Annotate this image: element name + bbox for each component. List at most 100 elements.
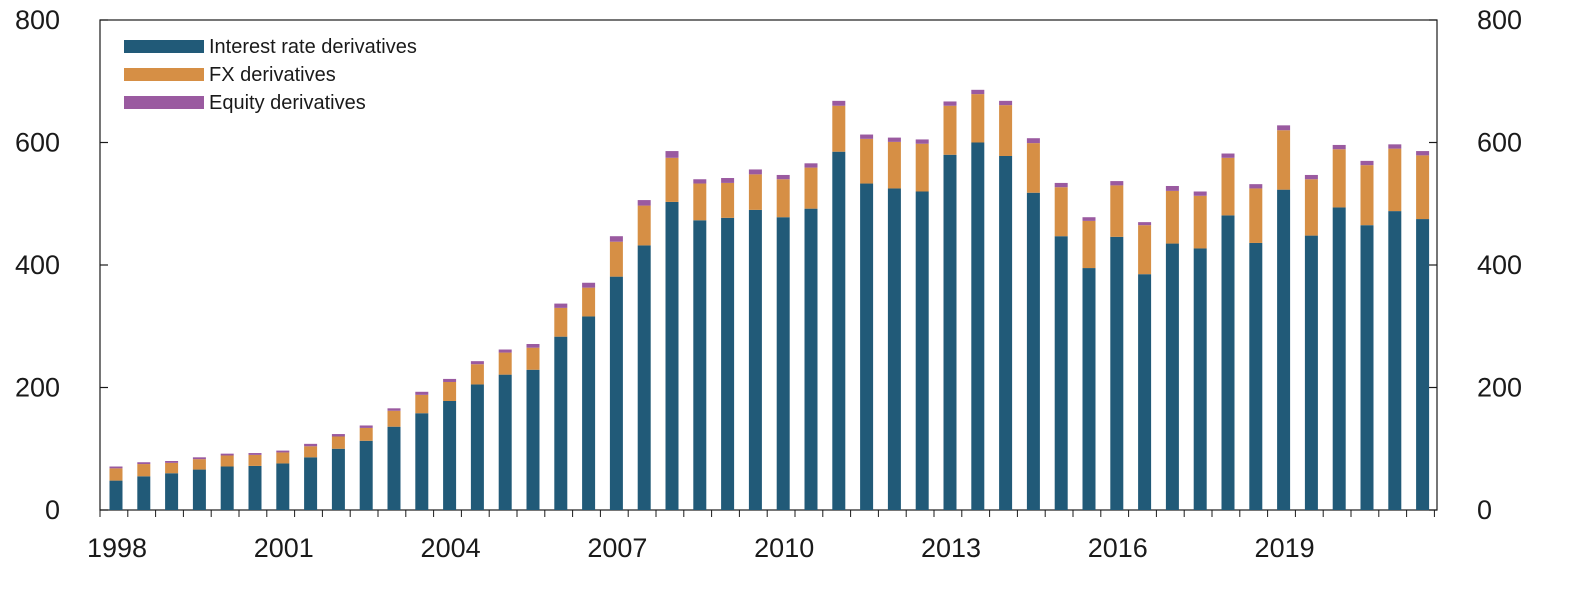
bar-fx-2011-H1 — [832, 105, 846, 152]
bar-fx-2002-H1 — [331, 436, 345, 449]
bar-equity-2021-H2 — [1416, 151, 1430, 156]
bar-fx-2000-H1 — [220, 455, 234, 467]
left-tick-label: 600 — [15, 128, 60, 158]
bar-interest-2012-H1 — [887, 188, 901, 510]
bar-equity-1998-H1 — [109, 466, 123, 469]
bar-fx-2013-H1 — [943, 105, 957, 155]
bar-interest-2020-H2 — [1360, 225, 1374, 510]
bar-interest-2017-H1 — [1165, 243, 1179, 510]
bar-fx-2010-H1 — [776, 179, 790, 218]
bar-fx-2021-H1 — [1388, 148, 1402, 212]
bar-fx-2007-H2 — [637, 205, 651, 246]
right-tick-label: 800 — [1477, 5, 1522, 35]
bar-equity-2021-H1 — [1388, 144, 1402, 149]
bar-equity-2014-H1 — [999, 100, 1013, 106]
bar-fx-2000-H2 — [248, 454, 262, 466]
bar-equity-2020-H1 — [1332, 144, 1346, 150]
bar-equity-2003-H2 — [415, 391, 429, 395]
bar-fx-2018-H1 — [1221, 157, 1235, 216]
legend-label-fx: FX derivatives — [209, 64, 336, 86]
bar-interest-2013-H2 — [971, 142, 985, 510]
bar-equity-2006-H2 — [582, 282, 596, 288]
bar-equity-2015-H2 — [1082, 217, 1096, 221]
bar-interest-2014-H1 — [999, 155, 1013, 510]
bar-equity-2002-H1 — [331, 434, 345, 437]
bar-fx-2017-H1 — [1165, 190, 1179, 244]
bar-interest-2008-H1 — [665, 201, 679, 510]
bar-interest-2004-H2 — [470, 384, 484, 510]
bar-interest-2003-H1 — [387, 426, 401, 510]
left-tick-label: 400 — [15, 250, 60, 280]
left-tick-label: 0 — [45, 495, 60, 525]
bar-fx-2003-H2 — [415, 394, 429, 414]
bar-equity-2005-H1 — [498, 349, 512, 353]
bar-fx-2003-H1 — [387, 410, 401, 427]
bar-interest-2015-H1 — [1054, 236, 1068, 510]
legend-swatch-interest — [124, 40, 204, 53]
left-tick-label: 800 — [15, 5, 60, 35]
bar-fx-2002-H2 — [359, 427, 373, 441]
bar-interest-2002-H2 — [359, 440, 373, 510]
bar-equity-2017-H1 — [1165, 185, 1179, 191]
legend-label-interest: Interest rate derivatives — [209, 36, 417, 58]
bar-fx-1999-H1 — [165, 462, 179, 474]
bar-interest-2009-H1 — [721, 217, 735, 510]
bar-equity-2002-H2 — [359, 425, 373, 428]
x-axis: 1998 2001 2004 2007 2010 2013 2016 2019 — [87, 510, 1435, 563]
x-tick-label: 2013 — [921, 533, 981, 563]
x-tick-label: 2010 — [754, 533, 814, 563]
bar-interest-2014-H2 — [1026, 192, 1040, 511]
bar-equity-2001-H1 — [276, 450, 290, 453]
bar-equity-2000-H2 — [248, 453, 262, 455]
bar-fx-2011-H2 — [860, 138, 874, 184]
bar-interest-2015-H2 — [1082, 268, 1096, 510]
bar-interest-2001-H2 — [304, 457, 318, 510]
bar-equity-2008-H1 — [665, 151, 679, 158]
x-tick-label: 2004 — [421, 533, 481, 563]
bar-fx-2021-H2 — [1416, 155, 1430, 220]
bar-interest-2013-H1 — [943, 154, 957, 510]
bar-fx-2004-H2 — [470, 364, 484, 385]
bar-fx-2004-H1 — [443, 381, 457, 401]
bar-fx-2012-H2 — [915, 143, 929, 192]
bar-interest-2007-H2 — [637, 245, 651, 510]
bar-fx-1998-H1 — [109, 468, 123, 481]
bar-equity-2008-H2 — [693, 179, 707, 184]
bar-interest-2002-H1 — [331, 448, 345, 510]
bar-fx-1998-H2 — [137, 464, 151, 477]
bar-fx-2020-H1 — [1332, 149, 1346, 208]
bar-interest-2004-H1 — [443, 400, 457, 510]
left-tick-label: 200 — [15, 373, 60, 403]
bar-equity-2004-H2 — [470, 361, 484, 365]
bar-interest-2007-H1 — [609, 276, 623, 510]
bar-equity-2004-H1 — [443, 378, 457, 382]
bar-fx-2020-H2 — [1360, 165, 1374, 226]
bar-interest-2019-H1 — [1277, 189, 1291, 510]
bar-fx-2005-H2 — [526, 347, 540, 370]
bar-interest-2018-H1 — [1221, 215, 1235, 510]
bar-interest-2016-H1 — [1110, 236, 1124, 510]
bar-interest-2005-H1 — [498, 374, 512, 510]
bar-equity-1999-H1 — [165, 461, 179, 463]
bar-fx-2007-H1 — [609, 241, 623, 277]
bar-equity-2012-H1 — [887, 137, 901, 142]
bar-interest-2010-H1 — [776, 217, 790, 510]
bar-interest-2018-H2 — [1249, 242, 1263, 510]
left-y-axis: 0 200 400 600 800 — [15, 5, 108, 525]
bar-interest-2010-H2 — [804, 208, 818, 510]
bar-equity-2010-H2 — [804, 163, 818, 168]
bar-interest-2021-H2 — [1416, 219, 1430, 510]
x-tick-label: 2016 — [1088, 533, 1148, 563]
bar-equity-1999-H2 — [192, 457, 206, 460]
bar-equity-2006-H1 — [554, 303, 568, 308]
bar-interest-2012-H2 — [915, 191, 929, 510]
bar-interest-2000-H2 — [248, 465, 262, 510]
x-tick-label: 1998 — [87, 533, 147, 563]
bar-equity-2003-H1 — [387, 408, 401, 411]
bar-fx-2008-H2 — [693, 183, 707, 221]
legend-label-equity: Equity derivatives — [209, 92, 366, 114]
bar-fx-2018-H2 — [1249, 188, 1263, 243]
bar-interest-2020-H1 — [1332, 207, 1346, 511]
right-tick-label: 600 — [1477, 128, 1522, 158]
bar-fx-2008-H1 — [665, 157, 679, 202]
